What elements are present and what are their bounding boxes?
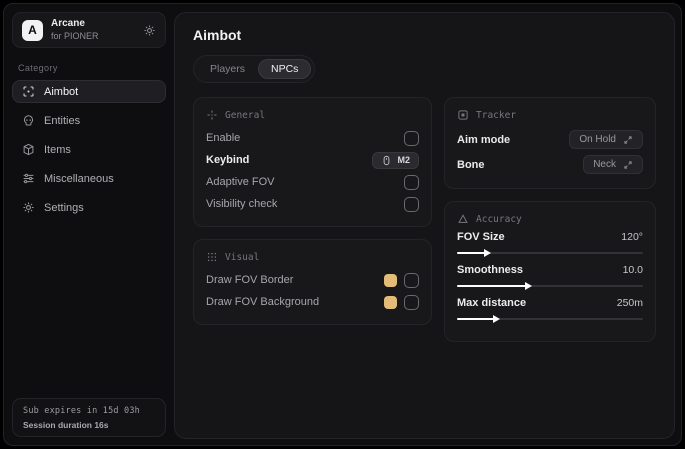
session-duration-text: Session duration 16s (23, 420, 109, 430)
bone-value: Neck (593, 159, 616, 170)
sidebar-item-label: Aimbot (44, 85, 79, 98)
slider-value: 10.0 (622, 264, 643, 276)
smoothness-slider[interactable] (457, 282, 643, 290)
package-icon (22, 143, 35, 156)
sidebar-item-label: Items (44, 143, 71, 156)
slider-fov-size: FOV Size 120° (457, 231, 643, 257)
slider-label: Max distance (457, 297, 527, 309)
page-title: Aimbot (193, 27, 242, 43)
row-adaptive-fov: Adaptive FOV (206, 171, 419, 193)
tab-npcs[interactable]: NPCs (258, 59, 312, 79)
panel-title: General (225, 109, 266, 121)
row-label: Draw FOV Border (206, 274, 294, 286)
fov-background-checkbox[interactable] (404, 294, 419, 310)
row-visibility-check: Visibility check (206, 193, 419, 215)
target-tabs: Players NPCs (193, 55, 316, 83)
focus-square-icon (457, 109, 469, 121)
row-label: Visibility check (206, 198, 278, 210)
panel-title: Tracker (476, 109, 517, 121)
sidebar-item-entities[interactable]: Entities (12, 109, 166, 132)
row-aim-mode: Aim mode On Hold (457, 127, 643, 152)
category-label: Category (18, 63, 58, 73)
fov-background-color-swatch[interactable] (384, 295, 397, 309)
row-label: Keybind (206, 154, 250, 166)
row-bone: Bone Neck (457, 152, 643, 177)
slider-max-distance: Max distance 250m (457, 297, 643, 323)
slider-label: FOV Size (457, 231, 505, 243)
panel-accuracy: Accuracy FOV Size 120° (444, 201, 656, 342)
gear-icon[interactable] (143, 24, 156, 37)
slider-thumb[interactable] (493, 315, 501, 323)
sub-expiry-text: Sub expires in 15d 03h (23, 406, 140, 416)
subscription-card: Sub expires in 15d 03h Session duration … (12, 398, 166, 437)
row-label: Enable (206, 132, 241, 144)
row-label: Bone (457, 158, 485, 171)
gear-icon (22, 201, 35, 214)
panel-title: Visual (225, 251, 260, 263)
row-draw-fov-border: Draw FOV Border (206, 269, 419, 291)
triangle-icon (457, 213, 469, 225)
brand-card: A Arcane for PIONER (12, 12, 166, 48)
slider-smoothness: Smoothness 10.0 (457, 264, 643, 290)
crosshair-dashed-icon (206, 109, 218, 121)
sidebar-nav: Aimbot Entities (12, 80, 166, 219)
brand-logo: A (22, 19, 43, 41)
sidebar-item-label: Settings (44, 201, 84, 214)
adaptive-fov-checkbox[interactable] (404, 174, 419, 190)
sidebar-item-settings[interactable]: Settings (12, 196, 166, 219)
sidebar-item-aimbot[interactable]: Aimbot (12, 80, 166, 103)
keybind-value: M2 (397, 155, 410, 165)
slider-value: 120° (621, 231, 643, 243)
panel-general: General Enable Keybind (193, 97, 432, 227)
aim-mode-value: On Hold (579, 134, 616, 145)
brand-name: Arcane (51, 18, 85, 30)
sidebar-item-items[interactable]: Items (12, 138, 166, 161)
brand-subtitle: for PIONER (51, 30, 99, 41)
arcane-menu-window: A Arcane for PIONER Category (3, 3, 682, 446)
panel-title: Accuracy (476, 213, 522, 225)
fov-border-checkbox[interactable] (404, 272, 419, 288)
row-label: Adaptive FOV (206, 176, 275, 188)
sidebar-item-miscellaneous[interactable]: Miscellaneous (12, 167, 166, 190)
sidebar: A Arcane for PIONER Category (4, 4, 174, 445)
sidebar-item-label: Entities (44, 114, 81, 127)
fov-size-slider[interactable] (457, 249, 643, 257)
keybind-button[interactable]: M2 (372, 151, 419, 169)
mouse-icon (381, 155, 392, 166)
row-label: Aim mode (457, 133, 511, 146)
aim-mode-select[interactable]: On Hold (569, 130, 643, 149)
row-label: Draw FOV Background (206, 296, 320, 308)
max-distance-slider[interactable] (457, 315, 643, 323)
main-content: Aimbot Players NPCs (174, 12, 675, 439)
slider-thumb[interactable] (483, 249, 491, 257)
row-keybind: Keybind M2 (206, 149, 419, 171)
row-enable: Enable (206, 127, 419, 149)
tab-players[interactable]: Players (210, 63, 246, 75)
slider-label: Smoothness (457, 264, 524, 276)
fov-border-color-swatch[interactable] (384, 273, 397, 287)
row-draw-fov-background: Draw FOV Background (206, 291, 419, 313)
slider-thumb[interactable] (524, 282, 532, 290)
panel-visual: Visual Draw FOV Border Draw FOV Backgrou… (193, 239, 432, 325)
bone-select[interactable]: Neck (583, 155, 643, 174)
expand-icon (623, 135, 633, 145)
visibility-check-checkbox[interactable] (404, 196, 419, 212)
skull-icon (22, 114, 35, 127)
slider-value: 250m (616, 297, 643, 309)
enable-checkbox[interactable] (404, 130, 419, 146)
sliders-icon (22, 172, 35, 185)
sidebar-item-label: Miscellaneous (44, 172, 114, 185)
dots-grid-icon (206, 251, 218, 263)
crosshair-icon (22, 85, 35, 98)
panel-tracker: Tracker Aim mode On Hold (444, 97, 656, 189)
expand-icon (623, 160, 633, 170)
